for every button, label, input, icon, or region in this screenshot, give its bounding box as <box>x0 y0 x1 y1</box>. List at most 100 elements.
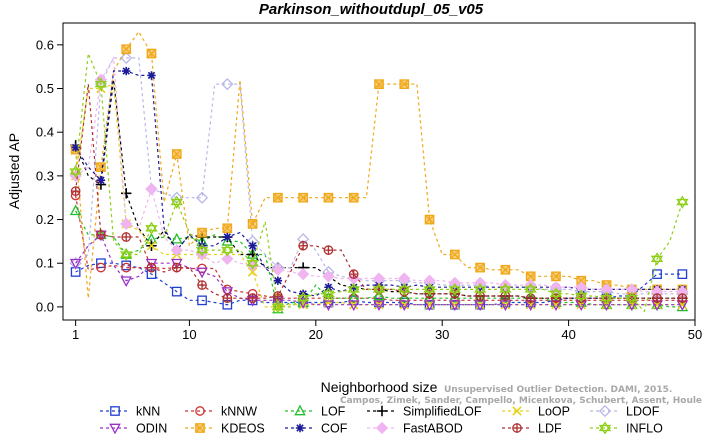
y-tick-label: 0.6 <box>36 37 54 52</box>
legend-marker-simplifiedlof <box>376 405 388 417</box>
x-tick-label: 20 <box>309 327 323 342</box>
data-point-loop <box>450 299 460 310</box>
legend-label: kNN <box>136 405 160 419</box>
data-point-odin <box>69 258 82 270</box>
axes-layer: 1 10 20 30 40 50 0.0 0.1 0.2 0.3 0.4 0.5 0.6 <box>36 37 702 342</box>
data-point-odin <box>398 300 411 312</box>
data-point-odin <box>297 298 309 309</box>
data-point-cof <box>147 71 156 80</box>
data-point-cof <box>71 143 80 152</box>
data-point-loop <box>399 299 410 310</box>
legend-item-cof: COF <box>285 422 348 434</box>
data-point-inflo <box>473 282 487 297</box>
series-fastabod <box>69 55 689 298</box>
data-point-kdeos <box>500 264 511 275</box>
y-tick-label: 0.4 <box>36 125 54 140</box>
data-point-kdeos <box>298 192 309 203</box>
legend-item-inflo: INFLO <box>590 421 663 434</box>
data-point-inflo <box>322 287 335 301</box>
legend-item-simplifiedlof: SimplifiedLOF <box>367 405 482 419</box>
data-point-ldf <box>323 245 334 255</box>
data-point-kdeos <box>222 223 233 234</box>
data-point-cof <box>248 241 257 250</box>
x-tick-label: 50 <box>688 327 702 342</box>
data-point-loop <box>424 299 435 310</box>
series-line-simplifiedlof <box>75 79 683 299</box>
data-point-lof <box>347 291 360 303</box>
data-point-inflo <box>120 247 133 262</box>
data-point-inflo <box>499 282 512 297</box>
legend-item-loop: LoOP <box>502 405 570 419</box>
data-point-kdeos <box>348 192 359 203</box>
data-point-inflo <box>170 195 183 209</box>
legend-marker-ldf <box>512 423 522 433</box>
data-point-fastabod <box>221 252 234 265</box>
x-tick-label: 30 <box>435 327 449 342</box>
legend-label: COF <box>321 422 348 434</box>
data-point-kdeos <box>121 44 132 55</box>
data-point-inflo <box>271 300 285 314</box>
data-point-fastabod <box>423 274 436 287</box>
legend-marker-kdeos <box>195 423 205 433</box>
data-point-kdeos <box>171 149 182 159</box>
data-point-ldf <box>146 262 157 273</box>
data-point-kdeos <box>247 219 258 229</box>
data-point-inflo <box>625 291 638 305</box>
data-point-kdeos <box>323 192 334 203</box>
data-point-ldf <box>96 229 106 240</box>
legend-item-kdeos: KDEOS <box>185 422 265 434</box>
data-point-kdeos <box>146 48 157 59</box>
data-point-odin <box>373 300 385 312</box>
data-point-kdeos <box>197 227 207 238</box>
data-point-kdeos <box>475 262 485 273</box>
legend-marker-knn <box>110 406 120 416</box>
legend-label: SimplifiedLOF <box>403 405 482 419</box>
data-point-loop <box>146 240 157 251</box>
data-point-kdeos <box>96 162 106 172</box>
data-point-inflo <box>195 243 209 257</box>
citation-line-2: Campos, Zimek, Sander, Campello, Micenko… <box>340 396 702 406</box>
data-point-lof <box>499 291 512 303</box>
legend-marker-ldof <box>598 404 612 418</box>
data-point-odin <box>221 287 234 298</box>
series-line-knn <box>75 262 683 306</box>
data-point-ldf <box>171 262 182 273</box>
legend-marker-fastabod <box>375 421 389 434</box>
x-tick-label: 1 <box>72 327 79 342</box>
data-point-kdeos <box>449 249 460 260</box>
data-point-inflo <box>372 282 386 297</box>
data-point-inflo <box>524 282 537 297</box>
series-line-ldof <box>75 57 683 295</box>
data-point-kdeos <box>273 192 283 203</box>
data-point-knn <box>677 269 688 279</box>
data-point-odin <box>120 276 132 288</box>
data-point-ldof <box>120 51 133 65</box>
series-line-ldf <box>75 84 683 299</box>
legend-label: KDEOS <box>221 422 265 434</box>
data-point-odin <box>499 300 512 312</box>
data-point-ldf <box>70 186 81 197</box>
plot-frame <box>62 22 696 321</box>
data-point-ldf <box>121 232 132 242</box>
data-point-inflo <box>296 291 310 305</box>
legend-label: kNNW <box>221 405 257 419</box>
data-point-ldf <box>273 291 283 301</box>
data-point-fastabod <box>271 263 284 276</box>
data-point-ldof <box>195 191 209 204</box>
data-point-kdeos <box>551 271 561 282</box>
data-point-knnw <box>96 262 106 273</box>
data-point-cof <box>122 66 131 76</box>
series-line-fastabod <box>75 55 683 293</box>
data-point-ldf <box>197 280 207 290</box>
data-point-ldf <box>298 240 309 251</box>
data-point-odin <box>449 300 461 312</box>
y-axis-label: Adjusted AP <box>6 133 22 209</box>
data-point-fastabod <box>170 243 183 257</box>
data-point-knn <box>171 286 182 297</box>
y-tick-label: 0.5 <box>36 81 54 96</box>
data-point-kdeos <box>399 79 410 89</box>
data-point-inflo <box>145 221 158 235</box>
data-point-fastabod <box>322 270 335 283</box>
data-point-inflo <box>246 256 259 270</box>
